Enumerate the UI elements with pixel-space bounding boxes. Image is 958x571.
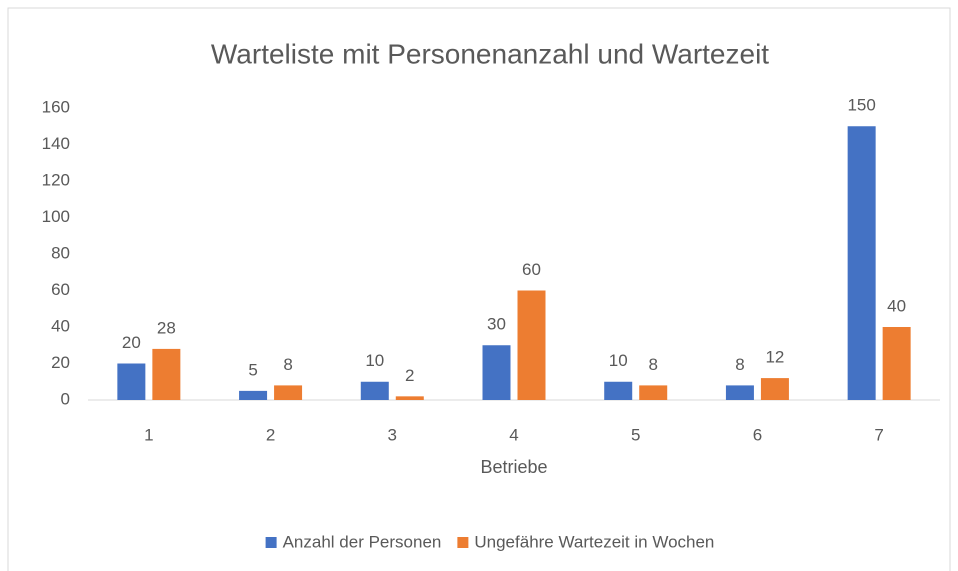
x-axis-title: Betriebe (480, 457, 547, 477)
bar (760, 378, 789, 400)
legend: Anzahl der Personen Ungefähre Wartezeit i… (265, 532, 714, 551)
legend-swatch (265, 537, 277, 548)
data-label: 10 (609, 351, 628, 370)
data-label: 150 (847, 96, 875, 115)
x-tick-label: 4 (509, 425, 518, 444)
bar (274, 385, 303, 400)
bar (360, 381, 389, 400)
bar (882, 327, 911, 400)
data-label: 60 (522, 260, 541, 279)
bar (482, 345, 511, 400)
y-tick-label: 60 (51, 280, 70, 299)
x-tick-label: 3 (388, 425, 397, 444)
bar (395, 396, 424, 400)
y-tick-label: 80 (51, 243, 70, 262)
data-label: 20 (122, 333, 141, 352)
x-tick-label: 2 (266, 425, 275, 444)
data-label: 12 (765, 348, 784, 367)
legend-label: Ungefähre Wartezeit in Wochen (474, 532, 714, 551)
data-label: 5 (248, 360, 257, 379)
data-label: 8 (283, 355, 292, 374)
y-tick-label: 160 (42, 97, 70, 116)
data-label: 8 (648, 355, 657, 374)
bar (117, 363, 146, 400)
y-tick-label: 0 (61, 389, 70, 408)
chart-title: Warteliste mit Personenanzahl und Wartez… (211, 38, 769, 69)
chart-frame (7, 7, 951, 571)
bar (725, 385, 754, 400)
bar (517, 290, 546, 400)
bar (847, 126, 876, 400)
data-label: 40 (887, 296, 906, 315)
data-label: 30 (487, 315, 506, 334)
data-label: 28 (157, 318, 176, 337)
x-tick-label: 7 (874, 425, 883, 444)
data-label: 10 (365, 351, 384, 370)
x-tick-label: 1 (144, 425, 153, 444)
bar (239, 390, 268, 400)
y-tick-label: 40 (51, 316, 70, 335)
bar (639, 385, 668, 400)
legend-swatch (457, 537, 469, 548)
data-label: 2 (405, 366, 414, 385)
legend-label: Anzahl der Personen (283, 532, 442, 551)
y-tick-label: 20 (51, 353, 70, 372)
bar (152, 348, 181, 400)
y-tick-label: 100 (42, 207, 70, 226)
data-label: 8 (735, 355, 744, 374)
x-tick-label: 5 (631, 425, 640, 444)
y-tick-label: 140 (42, 134, 70, 153)
bar (604, 381, 633, 400)
x-tick-label: 6 (753, 425, 762, 444)
y-tick-label: 120 (42, 170, 70, 189)
